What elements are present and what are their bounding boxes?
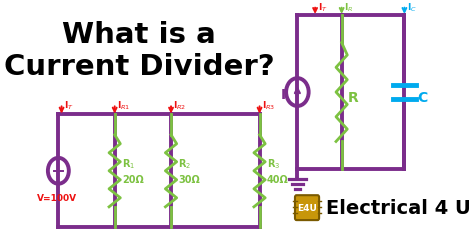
Text: Electrical 4 U: Electrical 4 U (326, 198, 470, 217)
Text: I$_T$: I$_T$ (64, 99, 74, 111)
Text: I$_{R2}$: I$_{R2}$ (173, 99, 187, 111)
Text: I: I (280, 88, 285, 102)
Text: 20Ω: 20Ω (122, 174, 144, 184)
Text: R$_3$: R$_3$ (267, 156, 280, 170)
FancyBboxPatch shape (295, 195, 319, 220)
Text: V=100V: V=100V (36, 193, 77, 202)
Text: 30Ω: 30Ω (178, 174, 200, 184)
Text: R$_1$: R$_1$ (122, 156, 135, 170)
Text: R$_2$: R$_2$ (178, 156, 191, 170)
Text: Current Divider?: Current Divider? (3, 52, 274, 80)
Text: E4U: E4U (297, 203, 317, 212)
Text: 40Ω: 40Ω (267, 174, 289, 184)
Text: I$_C$: I$_C$ (407, 2, 417, 14)
Text: I$_T$: I$_T$ (318, 2, 327, 14)
Text: I$_R$: I$_R$ (344, 2, 353, 14)
Text: I$_{R1}$: I$_{R1}$ (117, 99, 130, 111)
Text: C: C (417, 91, 428, 105)
Text: R: R (348, 91, 359, 105)
Text: I$_{R3}$: I$_{R3}$ (262, 99, 275, 111)
Text: What is a: What is a (62, 21, 216, 49)
